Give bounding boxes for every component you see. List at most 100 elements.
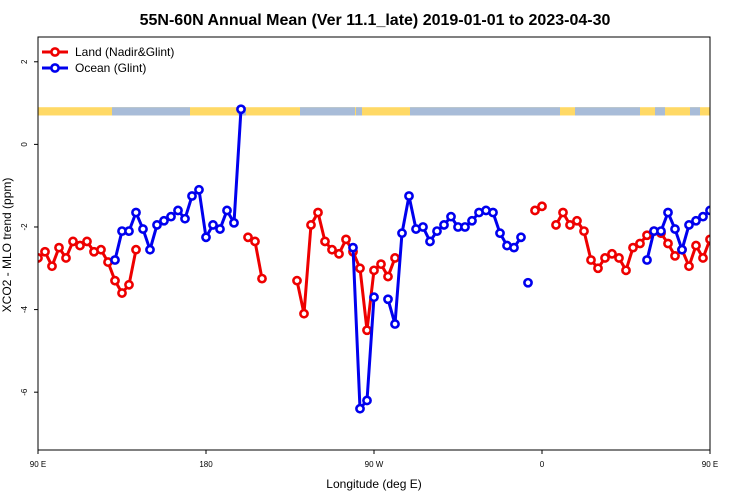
data-point [54,242,64,253]
data-point [418,222,428,232]
data-point [96,244,106,255]
data-point [425,236,435,247]
ocean-strip-segment [575,107,640,116]
data-point [173,205,183,216]
y-tick-label: -2 [20,223,29,231]
series-line [351,247,376,411]
data-point [124,226,134,237]
data-point [509,242,519,253]
data-point [705,234,710,245]
ocean-strip-segment [690,107,700,116]
data-point [355,403,365,414]
data-point [684,220,694,230]
data-point [131,244,141,255]
data-point [131,207,141,218]
data-point [600,253,610,263]
y-tick-label: 0 [20,142,29,147]
data-point [663,238,673,249]
data-point [607,248,617,259]
data-point [670,224,680,234]
data-point [488,207,498,218]
data-point [720,238,727,245]
data-point [537,201,547,212]
legend-entry: Ocean (Glint) [75,61,146,75]
data-point [82,236,92,247]
data-point [110,275,120,286]
data-point [558,207,568,218]
data-point [201,232,211,243]
data-point [446,211,456,222]
data-point [306,220,316,230]
land-strip-base [38,107,710,116]
data-point [110,255,120,265]
ocean-strip-segment [112,107,190,116]
data-point [390,253,400,263]
series-line [295,211,397,332]
data-point [614,253,624,263]
data-point [713,242,720,249]
data-point [362,325,372,336]
data-point [579,226,589,237]
data-point [327,244,337,255]
data-point [621,265,631,276]
series-line [554,211,710,272]
ocean-strip-segment [410,107,560,116]
data-point [698,211,708,222]
y-tick-label: -6 [20,388,29,396]
data-point [530,205,540,216]
data-point [565,220,575,230]
data-point [586,255,596,265]
data-point [180,213,190,224]
data-point [236,104,246,115]
data-point [348,242,358,253]
legend-swatch-point [50,47,60,57]
data-point [159,215,169,226]
x-tick-label: 90 E [702,460,718,469]
data-point [432,226,442,237]
data-point [117,288,127,298]
data-point [663,207,673,218]
data-point [572,215,582,226]
data-point [628,242,638,253]
data-point [691,240,701,251]
data-point [292,275,302,286]
data-point [727,248,734,255]
data-point [741,277,748,284]
data-point [334,248,344,259]
data-point [68,236,78,247]
plot-frame [37,36,711,451]
data-point [222,205,232,216]
data-point [313,207,323,218]
data-point [439,220,449,230]
data-point [320,236,330,247]
data-point [467,215,477,226]
data-point [152,220,162,230]
data-point [229,217,239,228]
data-point [691,215,701,226]
data-point [516,232,526,243]
data-point [734,244,741,251]
chart-title: 55N-60N Annual Mean (Ver 11.1_late) 2019… [140,12,611,29]
data-point [194,184,204,195]
y-tick-label: -4 [20,305,29,313]
data-point [383,271,393,282]
data-point [705,205,710,216]
data-point [61,253,71,263]
y-axis-label: XCO2 - MLO trend (ppm) [0,178,14,313]
x-tick-label: 90 E [30,460,46,469]
data-point [257,273,267,284]
ocean-strip-segment [655,107,665,116]
data-point [404,191,414,201]
data-point [495,228,505,239]
series-ocean [110,104,710,414]
data-point [593,263,603,274]
x-tick-label: 0 [540,460,545,469]
data-point [523,277,533,288]
data-point [124,279,134,290]
legend-swatch-point [50,63,60,73]
data-point [40,246,50,257]
data-point [656,226,666,237]
data-point [250,236,260,247]
data-point [75,240,85,251]
